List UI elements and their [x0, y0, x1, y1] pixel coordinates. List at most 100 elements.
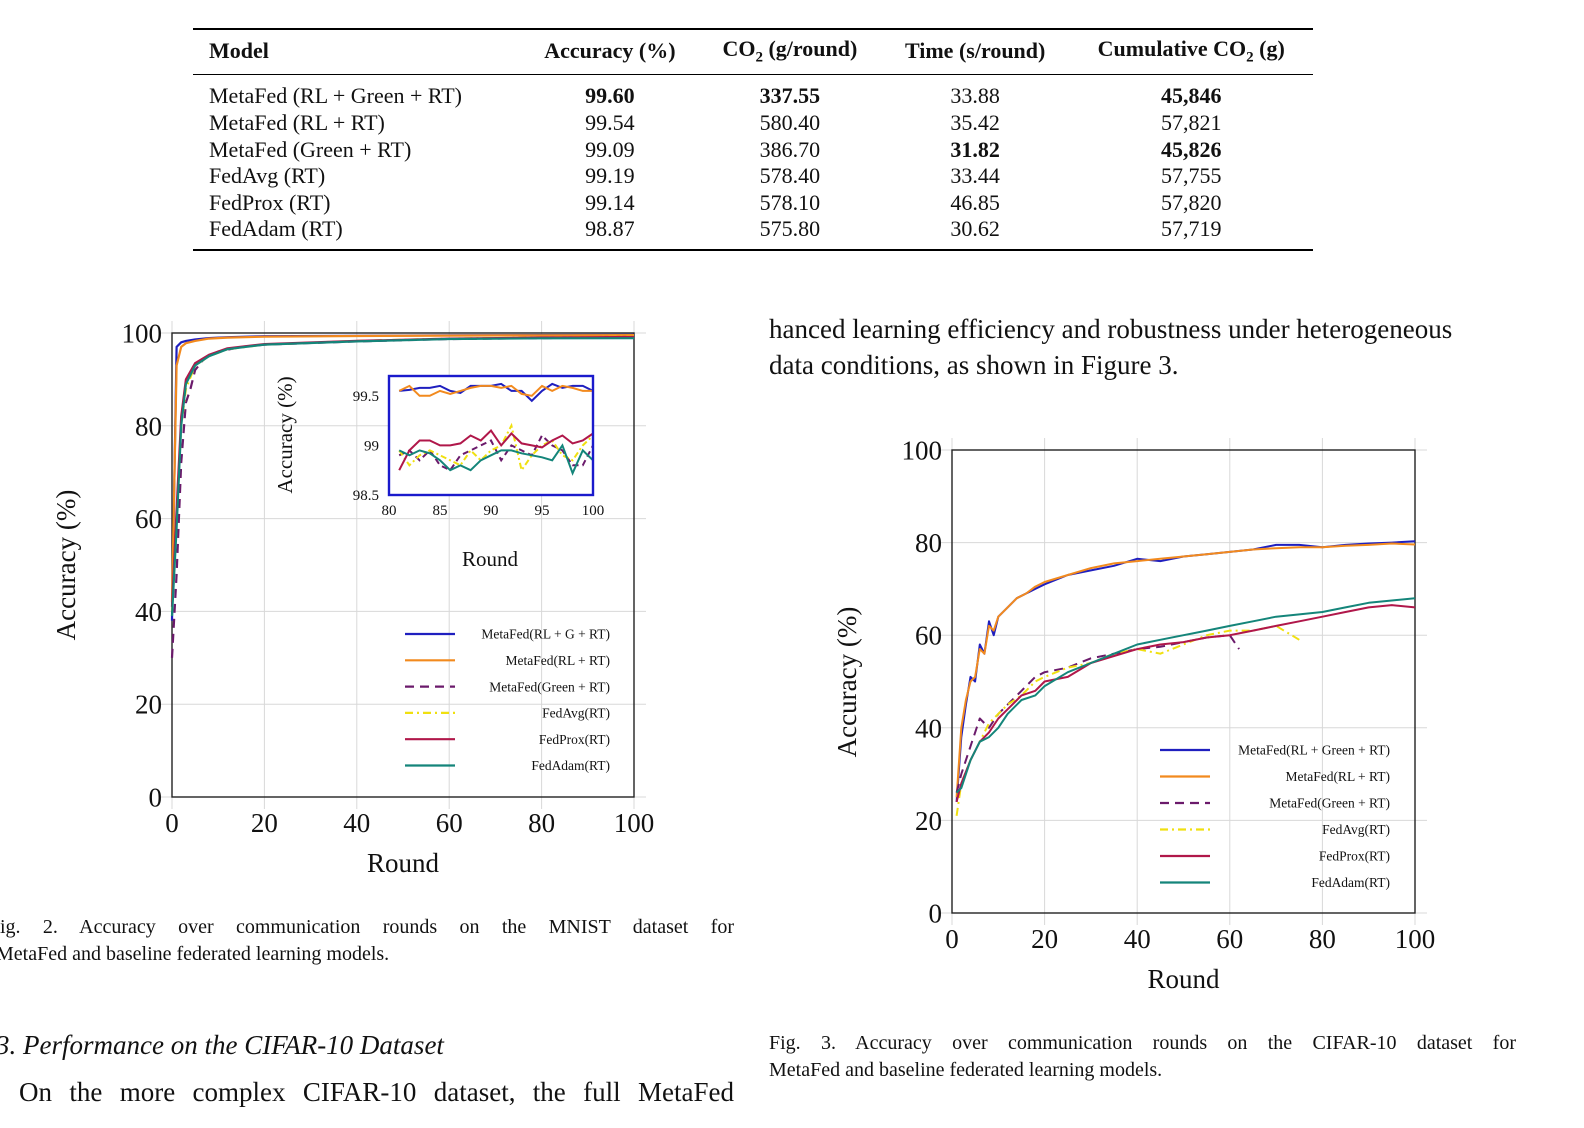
cell-model: MetaFed (RL + RT) — [209, 109, 385, 135]
legend-label-metafed-rl-rt: MetaFed(RL + RT) — [1285, 769, 1390, 784]
series-line-metafed-rl-rt — [955, 542, 1416, 798]
cell-cumulative: 57,755 — [1160, 163, 1222, 189]
legend: MetaFed(RL + Green + RT) MetaFed(RL + RT)… — [1160, 743, 1390, 890]
legend-label-metafed-rl-rt: MetaFed(RL + RT) — [505, 653, 610, 668]
cell-time: 33.44 — [950, 163, 1000, 189]
inset-y-tick-label: 99 — [364, 438, 379, 454]
inset-x-axis-label: Round — [462, 547, 519, 571]
table-header-row: Model Accuracy (%) CO2 (g/round) Time (s… — [193, 29, 1313, 75]
fig3-caption: Fig. 3. Accuracy over communication roun… — [769, 1030, 1516, 1084]
series-line-metafed-green-rt — [955, 634, 1240, 793]
series-line-fedadam-rt — [170, 337, 635, 617]
inset-series-line-metafed-rl-rt — [398, 384, 593, 397]
right-paragraph-line2: data conditions, as shown in Figure 3. — [769, 350, 1179, 380]
series-line-fedprox-rt — [955, 604, 1416, 803]
legend-label-fedavg-rt: FedAvg(RT) — [1322, 822, 1390, 837]
results-table: Model Accuracy (%) CO2 (g/round) Time (s… — [193, 28, 1313, 251]
x-tick-label: 40 — [343, 808, 370, 838]
cell-accuracy: 98.87 — [585, 216, 635, 242]
cell-accuracy: 99.60 — [585, 83, 635, 109]
x-tick-label: 100 — [1395, 924, 1436, 954]
fig2-chart: 0 20 40 60 80 100 0 20 40 60 80 100 Round Accuracy (%… — [51, 318, 655, 878]
fig3-caption-line2: MetaFed and baseline federated learning … — [769, 1059, 1163, 1081]
legend-label-fedprox-rt: FedProx(RT) — [539, 732, 610, 747]
co2-header-text: CO2 (g/round) — [722, 36, 858, 66]
table-row: MetaFed (RL + Green + RT) 99.60 337.55 33.8… — [193, 75, 1313, 110]
legend-label-fedadam-rt: FedAdam(RT) — [1311, 875, 1390, 890]
x-tick-label: 40 — [1124, 924, 1151, 954]
legend-label-fedprox-rt: FedProx(RT) — [1319, 849, 1390, 864]
y-tick-label: 100 — [122, 318, 163, 348]
cell-model: MetaFed (Green + RT) — [209, 136, 412, 162]
cell-co2: 386.70 — [759, 136, 821, 162]
left-paragraph-line1: On the more complex CIFAR-10 dataset, th… — [19, 1077, 734, 1107]
x-tick-label: 0 — [165, 808, 179, 838]
plot-frame — [951, 449, 1416, 914]
inset-y-axis-label: Accuracy (%) — [273, 376, 297, 493]
cell-time: 30.62 — [950, 216, 1000, 242]
inset-y-tick-label: 98.5 — [353, 488, 379, 504]
y-tick-label: 40 — [135, 597, 162, 627]
cell-co2: 337.55 — [759, 83, 821, 109]
table-row: FedAdam (RT) 98.87 575.80 30.62 57,719 — [193, 216, 1313, 250]
x-tick-label: 20 — [251, 808, 278, 838]
cell-cumulative: 57,821 — [1160, 109, 1222, 135]
cell-co2: 575.80 — [759, 216, 821, 242]
x-tick-label: 60 — [436, 808, 463, 838]
legend-label-metafed-rl-green-rt: MetaFed(RL + Green + RT) — [1238, 743, 1390, 758]
legend: MetaFed(RL + G + RT) MetaFed(RL + RT) Meta… — [405, 627, 610, 773]
col-header-accuracy: Accuracy (%) — [544, 38, 676, 64]
col-header-co2: CO2 (g/round) — [699, 29, 881, 75]
right-paragraph: hanced learning efficiency and robustnes… — [769, 311, 1529, 383]
inset-series-line-fedadam-rt — [398, 443, 594, 476]
col-header-time: Time (s/round) — [904, 38, 1046, 64]
series-line-metafed-rl-rt — [170, 334, 635, 603]
cell-co2: 578.40 — [759, 163, 821, 189]
cell-accuracy: 99.09 — [585, 136, 635, 162]
right-paragraph-line1: hanced learning efficiency and robustnes… — [769, 314, 1453, 344]
cell-accuracy: 99.14 — [585, 189, 635, 215]
cell-model: MetaFed (RL + Green + RT) — [209, 83, 462, 109]
inset-x-tick-label: 100 — [582, 503, 605, 519]
cell-accuracy: 99.54 — [585, 109, 635, 135]
x-axis-label: Round — [1147, 964, 1220, 994]
table-row: FedProx (RT) 99.14 578.10 46.85 57,820 — [193, 190, 1313, 217]
cell-cumulative: 45,846 — [1160, 83, 1222, 109]
x-axis-label: Round — [367, 848, 440, 878]
inset-x-tick-label: 80 — [382, 503, 397, 519]
cumulative-header-text: Cumulative CO2 (g) — [1097, 36, 1285, 66]
series-line-fedavg-rt — [955, 624, 1300, 816]
cell-co2: 580.40 — [759, 109, 821, 135]
y-tick-label: 100 — [902, 435, 943, 465]
col-header-cumulative: Cumulative CO2 (g) — [1069, 29, 1313, 75]
cell-cumulative: 45,826 — [1160, 136, 1222, 162]
x-tick-label: 80 — [528, 808, 555, 838]
fig2-caption-line2: MetaFed and baseline federated learning … — [0, 943, 390, 965]
y-tick-label: 80 — [135, 411, 162, 441]
table-row: MetaFed (Green + RT) 99.09 386.70 31.82 45,8… — [193, 137, 1313, 164]
cell-time: 46.85 — [950, 189, 1000, 215]
inset-series-line-fedavg-rt — [398, 422, 594, 473]
inset-y-tick-label: 99.5 — [353, 389, 379, 405]
y-tick-label: 20 — [135, 690, 162, 720]
cell-model: FedAdam (RT) — [209, 216, 343, 242]
x-tick-label: 0 — [945, 924, 959, 954]
table-body: MetaFed (RL + Green + RT) 99.60 337.55 33.8… — [193, 75, 1313, 250]
y-tick-label: 40 — [915, 713, 942, 743]
table-row: MetaFed (RL + RT) 99.54 580.40 35.42 57,821 — [193, 110, 1313, 137]
inset-frame — [387, 374, 595, 497]
col-header-model: Model — [209, 38, 269, 64]
x-tick-label: 100 — [614, 808, 655, 838]
cell-accuracy: 99.19 — [585, 163, 635, 189]
legend-label-fedadam-rt: FedAdam(RT) — [531, 758, 610, 773]
cell-cumulative: 57,719 — [1160, 216, 1222, 242]
series-line-fedadam-rt — [955, 597, 1416, 794]
y-axis-label: Accuracy (%) — [832, 607, 862, 758]
cell-co2: 578.10 — [759, 189, 821, 215]
y-tick-label: 60 — [915, 621, 942, 651]
y-tick-label: 60 — [135, 504, 162, 534]
cell-time: 33.88 — [950, 83, 1000, 109]
inset-x-tick-label: 85 — [433, 503, 448, 519]
fig2-caption-line1: ig. 2. Accuracy over communication round… — [0, 916, 734, 938]
fig2-caption: ig. 2. Accuracy over communication round… — [0, 914, 734, 968]
